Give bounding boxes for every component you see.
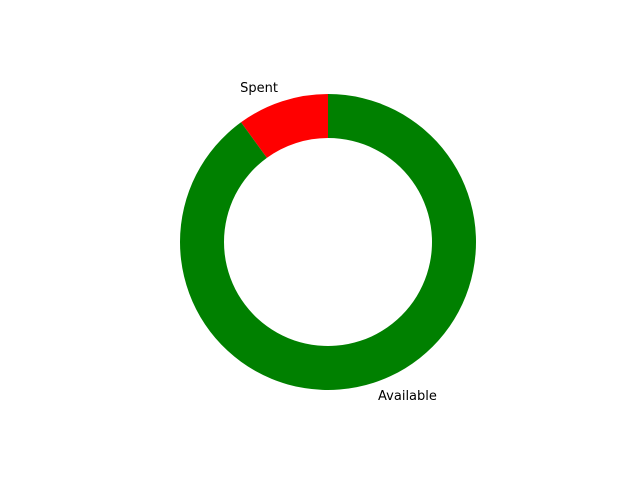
- slice-label-spent: Spent: [240, 81, 278, 96]
- slice-available: [180, 94, 476, 391]
- slice-spent: [241, 94, 328, 158]
- slice-label-available: Available: [378, 389, 437, 404]
